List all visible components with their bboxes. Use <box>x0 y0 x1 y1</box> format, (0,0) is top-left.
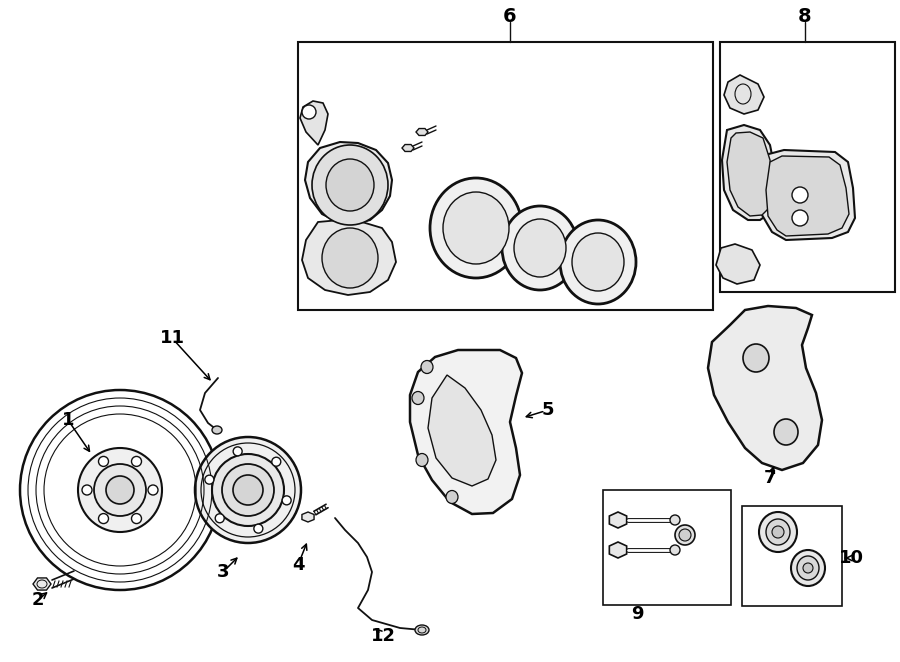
Ellipse shape <box>792 210 808 226</box>
Polygon shape <box>708 306 822 470</box>
Text: 8: 8 <box>798 7 812 26</box>
Ellipse shape <box>106 476 134 504</box>
Text: 9: 9 <box>631 605 644 623</box>
Polygon shape <box>428 375 496 486</box>
Polygon shape <box>609 542 626 558</box>
Ellipse shape <box>302 105 316 119</box>
Ellipse shape <box>215 514 224 523</box>
Ellipse shape <box>803 563 813 573</box>
Text: 3: 3 <box>217 563 230 581</box>
Ellipse shape <box>222 464 274 516</box>
Bar <box>742 506 842 606</box>
Text: 2: 2 <box>32 591 44 609</box>
Ellipse shape <box>514 219 566 277</box>
Ellipse shape <box>421 361 433 373</box>
Polygon shape <box>760 150 855 240</box>
Ellipse shape <box>791 550 825 586</box>
Ellipse shape <box>792 187 808 203</box>
Text: 4: 4 <box>292 556 304 574</box>
Ellipse shape <box>772 526 784 538</box>
Ellipse shape <box>20 390 220 590</box>
Bar <box>720 42 895 292</box>
Ellipse shape <box>797 556 819 580</box>
Text: 10: 10 <box>839 549 863 567</box>
Polygon shape <box>33 578 51 590</box>
Ellipse shape <box>148 485 158 495</box>
Ellipse shape <box>502 206 578 290</box>
Ellipse shape <box>774 419 798 445</box>
Ellipse shape <box>679 529 691 541</box>
Polygon shape <box>302 220 396 295</box>
Ellipse shape <box>560 220 636 304</box>
Polygon shape <box>410 350 522 514</box>
Polygon shape <box>402 144 414 152</box>
Polygon shape <box>416 128 428 136</box>
Ellipse shape <box>443 192 509 264</box>
Ellipse shape <box>743 344 769 372</box>
Ellipse shape <box>233 475 263 505</box>
Ellipse shape <box>675 525 695 545</box>
Ellipse shape <box>326 159 374 211</box>
Text: 11: 11 <box>159 329 184 347</box>
Ellipse shape <box>312 145 388 225</box>
Ellipse shape <box>670 515 680 525</box>
Polygon shape <box>724 75 764 114</box>
Bar <box>603 490 731 605</box>
Polygon shape <box>722 125 776 220</box>
Ellipse shape <box>98 514 109 524</box>
Ellipse shape <box>233 447 242 456</box>
Text: 7: 7 <box>764 469 776 487</box>
Ellipse shape <box>759 512 797 552</box>
Polygon shape <box>302 512 314 522</box>
Ellipse shape <box>670 545 680 555</box>
Ellipse shape <box>272 457 281 466</box>
Ellipse shape <box>322 228 378 288</box>
Ellipse shape <box>98 456 109 467</box>
Ellipse shape <box>82 485 92 495</box>
Ellipse shape <box>415 625 429 635</box>
Ellipse shape <box>205 475 214 484</box>
Ellipse shape <box>212 426 222 434</box>
Ellipse shape <box>572 233 624 291</box>
Ellipse shape <box>94 464 146 516</box>
Ellipse shape <box>446 491 458 504</box>
Ellipse shape <box>131 456 141 467</box>
Text: 5: 5 <box>542 401 554 419</box>
Ellipse shape <box>212 454 284 526</box>
Polygon shape <box>305 142 392 224</box>
Ellipse shape <box>766 519 790 545</box>
Polygon shape <box>766 156 849 236</box>
Polygon shape <box>716 244 760 284</box>
Ellipse shape <box>430 178 522 278</box>
Ellipse shape <box>195 437 301 543</box>
Text: 6: 6 <box>503 7 517 26</box>
Ellipse shape <box>412 391 424 404</box>
Polygon shape <box>300 101 328 145</box>
Ellipse shape <box>78 448 162 532</box>
Ellipse shape <box>282 496 291 505</box>
Ellipse shape <box>416 453 428 467</box>
Text: 12: 12 <box>371 627 395 645</box>
Polygon shape <box>727 132 774 216</box>
Ellipse shape <box>254 524 263 533</box>
Text: 1: 1 <box>62 411 74 429</box>
Bar <box>298 42 713 310</box>
Polygon shape <box>609 512 626 528</box>
Ellipse shape <box>131 514 141 524</box>
